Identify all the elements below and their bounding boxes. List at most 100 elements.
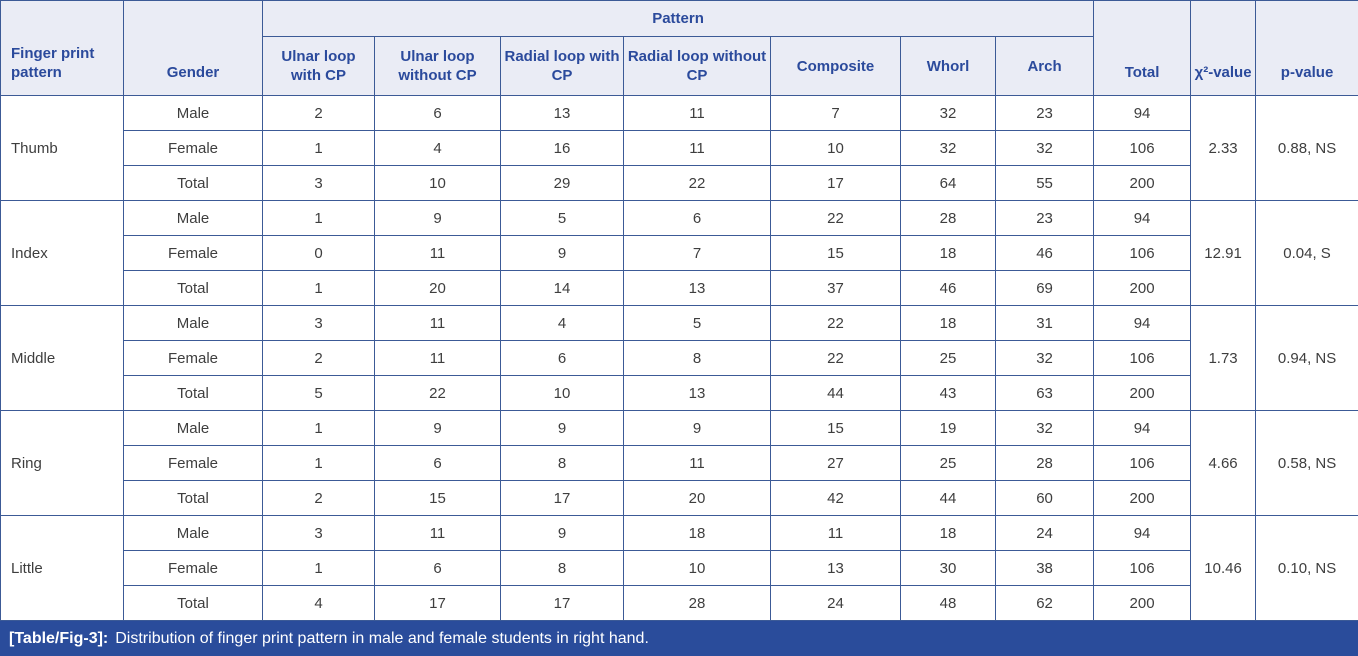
value-cell: 11	[770, 515, 901, 551]
finger-cell: Middle	[0, 305, 124, 411]
value-cell: 22	[770, 200, 901, 236]
gender-cell: Female	[123, 550, 263, 586]
gender-cell: Female	[123, 235, 263, 271]
header-radial-loop-with-cp: Radial loop with CP	[500, 36, 624, 96]
table-row: Middle Male 3 11 4 5 22 18 31 94 1.73 0.94, NS	[0, 305, 1358, 411]
value-cell: 11	[374, 340, 501, 376]
table-caption: [Table/Fig-3]: Distribution of finger pr…	[0, 621, 1358, 656]
value-cell: 4	[500, 305, 624, 341]
value-cell: 5	[500, 200, 624, 236]
value-cell: 44	[770, 375, 901, 411]
distribution-table: Finger print pattern Gender Pattern Tota…	[0, 0, 1358, 621]
value-cell: 18	[900, 235, 996, 271]
value-cell: 22	[623, 165, 771, 201]
table-row: Total 3 10 29 22 17 64 55 200	[1, 165, 1358, 201]
gender-cell: Male	[123, 305, 263, 341]
value-cell: 2	[262, 340, 375, 376]
value-cell: 32	[994, 130, 1095, 166]
table-row: Female 1 4 16 11 10 32 32 106	[1, 130, 1358, 166]
value-cell: 62	[994, 585, 1095, 621]
value-cell: 3	[262, 515, 375, 551]
header-row-pattern-types: Ulnar loop with CP Ulnar loop without CP…	[1, 36, 1358, 96]
gender-cell: Total	[123, 480, 263, 516]
value-cell: 28	[994, 445, 1095, 481]
value-cell: 1	[262, 410, 375, 446]
table-header: Finger print pattern Gender Pattern Tota…	[0, 0, 1358, 96]
value-cell: 8	[500, 445, 624, 481]
gender-cell: Female	[123, 340, 263, 376]
value-cell: 23	[994, 200, 1095, 236]
header-total: Total	[1093, 0, 1192, 96]
value-cell: 11	[623, 445, 771, 481]
gender-cell: Total	[123, 165, 263, 201]
header-ulnar-loop-with-cp: Ulnar loop with CP	[262, 36, 375, 96]
value-cell: 15	[770, 410, 901, 446]
gender-cell: Total	[123, 585, 263, 621]
header-row-group: Finger print pattern Gender Pattern Tota…	[0, 0, 1358, 96]
total-cell: 106	[1093, 445, 1192, 481]
value-cell: 48	[900, 585, 996, 621]
value-cell: 17	[500, 480, 624, 516]
value-cell: 3	[262, 305, 375, 341]
gender-cell: Male	[123, 410, 263, 446]
value-cell: 22	[770, 305, 901, 341]
table-row: Total 1 20 14 13 37 46 69 200	[1, 270, 1358, 306]
gender-cell: Male	[123, 95, 263, 131]
total-cell: 94	[1093, 200, 1192, 236]
value-cell: 69	[994, 270, 1095, 306]
value-cell: 10	[500, 375, 624, 411]
p-cell: 0.94, NS	[1255, 305, 1358, 411]
total-cell: 200	[1093, 375, 1192, 411]
value-cell: 6	[374, 550, 501, 586]
value-cell: 2	[262, 95, 375, 131]
value-cell: 9	[623, 410, 771, 446]
total-cell: 200	[1093, 585, 1192, 621]
gender-cell: Total	[123, 270, 263, 306]
value-cell: 19	[900, 410, 996, 446]
p-cell: 0.10, NS	[1255, 515, 1358, 621]
value-cell: 17	[500, 585, 624, 621]
value-cell: 15	[374, 480, 501, 516]
table-row: Little Male 3 11 9 18 11 18 24 94 10.46 0.10, NS	[0, 515, 1358, 621]
value-cell: 4	[262, 585, 375, 621]
chi-cell: 2.33	[1190, 95, 1257, 201]
value-cell: 0	[262, 235, 375, 271]
header-arch: Arch	[994, 36, 1095, 96]
total-cell: 94	[1093, 410, 1192, 446]
value-cell: 11	[374, 235, 501, 271]
value-cell: 9	[500, 410, 624, 446]
value-cell: 20	[623, 480, 771, 516]
value-cell: 10	[374, 165, 501, 201]
header-chi-square-value: χ²-value	[1190, 0, 1257, 96]
value-cell: 1	[262, 445, 375, 481]
value-cell: 32	[900, 130, 996, 166]
value-cell: 8	[623, 340, 771, 376]
value-cell: 14	[500, 270, 624, 306]
chi-cell: 4.66	[1190, 410, 1257, 516]
value-cell: 10	[770, 130, 901, 166]
value-cell: 17	[374, 585, 501, 621]
value-cell: 13	[770, 550, 901, 586]
header-finger-print-pattern: Finger print pattern	[0, 0, 124, 96]
p-cell: 0.58, NS	[1255, 410, 1358, 516]
table-row: Index Male 1 9 5 6 22 28 23 94 12.91 0.04, S	[0, 200, 1358, 306]
value-cell: 22	[374, 375, 501, 411]
value-cell: 9	[374, 200, 501, 236]
total-cell: 200	[1093, 165, 1192, 201]
value-cell: 20	[374, 270, 501, 306]
caption-label: [Table/Fig-3]:	[9, 629, 109, 647]
total-cell: 200	[1093, 480, 1192, 516]
table-row: Female 0 11 9 7 15 18 46 106	[1, 235, 1358, 271]
value-cell: 28	[623, 585, 771, 621]
chi-cell: 1.73	[1190, 305, 1257, 411]
value-cell: 1	[262, 270, 375, 306]
value-cell: 2	[262, 480, 375, 516]
value-cell: 30	[900, 550, 996, 586]
header-pattern-group: Pattern	[261, 0, 1095, 37]
value-cell: 64	[900, 165, 996, 201]
value-cell: 63	[994, 375, 1095, 411]
value-cell: 17	[770, 165, 901, 201]
value-cell: 46	[994, 235, 1095, 271]
value-cell: 43	[900, 375, 996, 411]
